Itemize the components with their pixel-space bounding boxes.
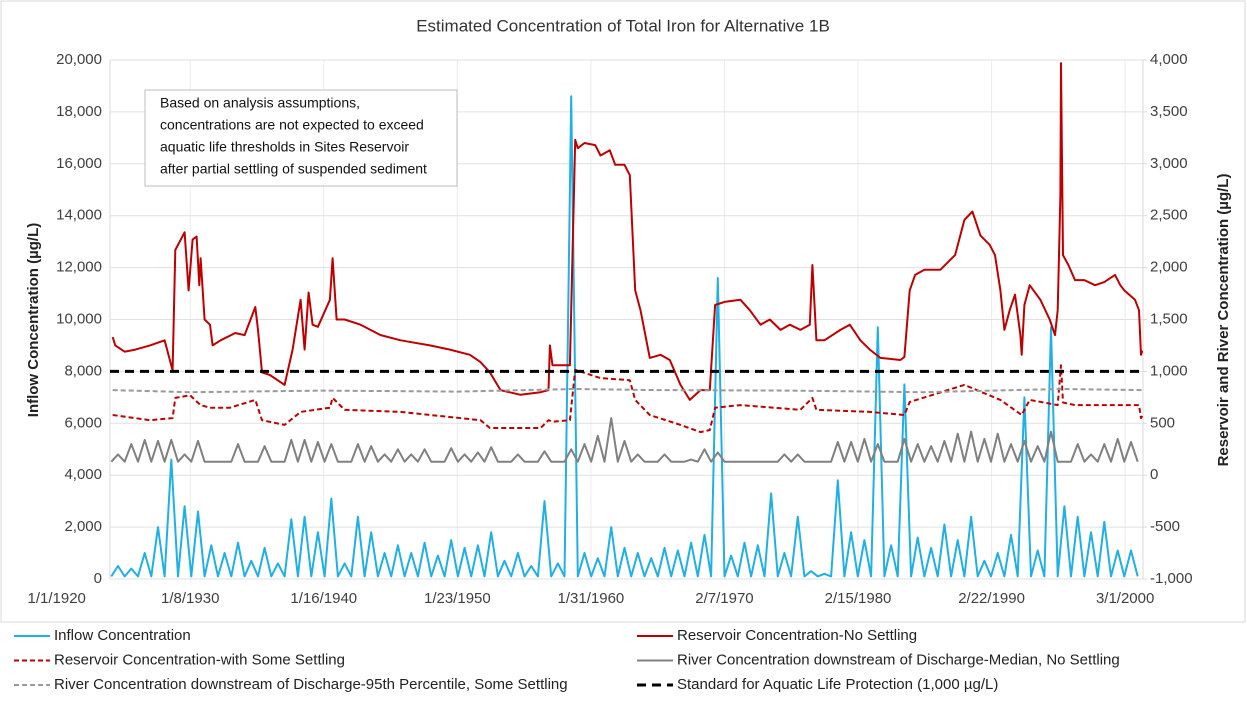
y-axis-title: Inflow Concentration (µg/L) [25,223,42,417]
y2-tick-label: 1,500 [1150,310,1188,327]
series-line [112,364,1143,434]
annotation-text: Based on analysis assumptions, [160,95,360,111]
legend-label: Standard for Aquatic Life Protection (1,… [677,676,998,693]
x-tick-label: 1/16/1940 [290,590,357,607]
legend-label: River Concentration downstream of Discha… [677,651,1120,668]
y-tick-label: 18,000 [56,103,102,120]
annotation-box [144,89,458,187]
y-tick-label: 6,000 [64,414,102,431]
x-tick-label: 2/15/1980 [825,590,892,607]
y-tick-label: 8,000 [64,362,102,379]
legend-label: Reservoir Concentration-with Some Settli… [54,651,345,668]
y2-axis-title: Reservoir and River Concentration (µg/L) [1215,174,1232,467]
x-tick-label: 1/31/1960 [558,590,625,607]
legend-label: Reservoir Concentration-No Settling [677,627,917,644]
x-tick-label: 1/1/1920 [27,590,85,607]
y-tick-label: 0 [94,570,102,587]
x-tick-label: 1/8/1930 [161,590,219,607]
series-line [111,62,1143,401]
annotation-text: aquatic life thresholds in Sites Reservo… [160,139,409,155]
y-tick-label: 12,000 [56,259,102,276]
y2-tick-label: 2,000 [1150,259,1188,276]
y-tick-label: 2,000 [64,518,102,535]
legend-label: Inflow Concentration [54,627,191,644]
y2-tick-label: 4,000 [1150,51,1188,68]
y2-tick-label: 500 [1150,414,1175,431]
annotation-text: concentrations are not expected to excee… [160,117,424,133]
y-tick-label: 16,000 [56,155,102,172]
y2-tick-label: 2,500 [1150,207,1188,224]
series-group [110,62,1143,578]
y-tick-label: 4,000 [64,466,102,483]
y2-tick-label: 3,500 [1150,103,1188,120]
x-tick-label: 1/23/1950 [424,590,491,607]
y2-tick-label: 1,000 [1150,362,1188,379]
y-tick-label: 20,000 [56,51,102,68]
x-tick-label: 2/7/1970 [695,590,753,607]
chart-title: Estimated Concentration of Total Iron fo… [416,16,830,35]
y-tick-label: 14,000 [56,207,102,224]
x-tick-label: 2/22/1990 [958,590,1025,607]
annotation-text: after partial settling of suspended sedi… [160,161,427,177]
legend-label: River Concentration downstream of Discha… [54,676,568,693]
y2-tick-label: -500 [1150,518,1180,535]
y-tick-label: 10,000 [56,310,102,327]
y2-tick-label: 3,000 [1150,155,1188,172]
series-line [110,95,1139,578]
x-tick-label: 3/1/2000 [1096,590,1154,607]
series-line [110,417,1139,463]
y2-tick-label: -1,000 [1150,570,1193,587]
y2-tick-label: 0 [1150,466,1158,483]
